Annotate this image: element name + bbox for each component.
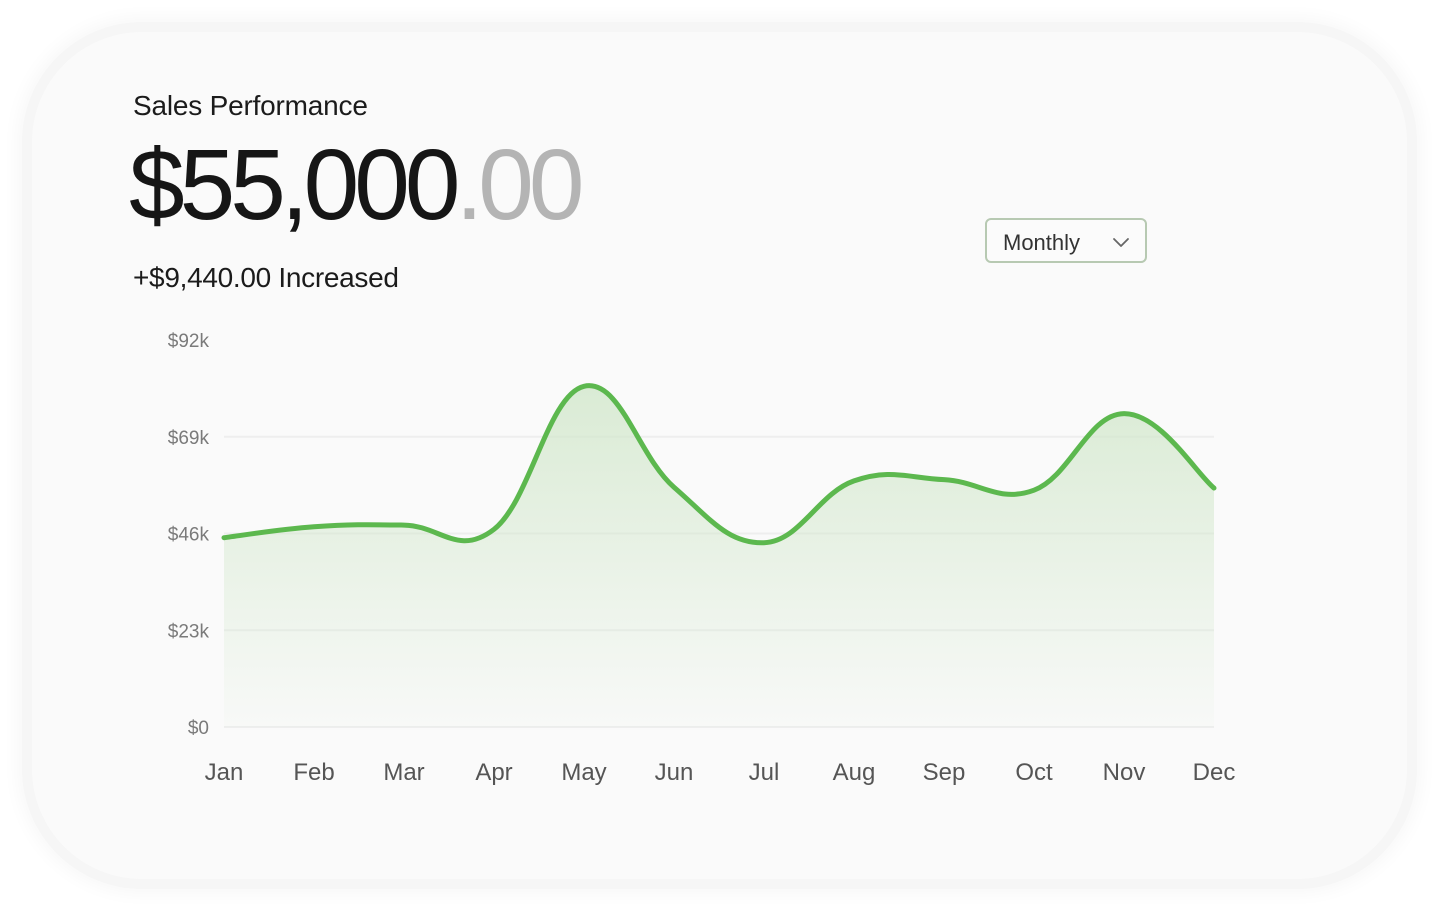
data-point-jun bbox=[671, 484, 677, 490]
x-tick-label: Jun bbox=[655, 759, 694, 786]
data-point-jan bbox=[221, 535, 227, 541]
x-tick-label: Jul bbox=[749, 759, 780, 786]
y-tick-label: $46k bbox=[168, 525, 210, 546]
data-point-sep bbox=[941, 477, 947, 483]
x-tick-label: Oct bbox=[1015, 759, 1053, 786]
data-point-apr bbox=[491, 526, 497, 532]
x-tick-label: Aug bbox=[833, 759, 876, 786]
y-tick-label: $92k bbox=[168, 331, 210, 352]
x-tick-label: Dec bbox=[1193, 759, 1236, 786]
period-dropdown-value: Monthly bbox=[1003, 230, 1081, 255]
total-amount: $55,000.00 bbox=[129, 129, 585, 241]
y-tick-label: $0 bbox=[188, 718, 209, 739]
x-tick-label: Jan bbox=[205, 759, 244, 786]
x-tick-label: Mar bbox=[383, 759, 424, 786]
data-point-may bbox=[581, 383, 587, 389]
data-point-mar bbox=[401, 522, 407, 528]
chevron-down-icon bbox=[1113, 238, 1129, 247]
sales-line bbox=[221, 383, 1217, 546]
data-point-oct bbox=[1031, 487, 1037, 493]
x-tick-label: Apr bbox=[475, 759, 512, 786]
increase-text: +$9,440.00 Increased bbox=[133, 262, 399, 293]
y-tick-label: $69k bbox=[168, 428, 210, 449]
y-tick-label: $23k bbox=[168, 621, 210, 642]
amount-cents: .00 bbox=[455, 129, 584, 241]
period-dropdown[interactable]: Monthly bbox=[985, 218, 1147, 263]
sales-area-fill bbox=[224, 385, 1214, 727]
data-point-jul bbox=[761, 540, 767, 546]
x-tick-label: May bbox=[561, 759, 606, 786]
x-tick-label: Nov bbox=[1103, 759, 1146, 786]
data-point-feb bbox=[311, 524, 317, 530]
data-point-dec bbox=[1211, 485, 1217, 491]
x-tick-label: Sep bbox=[923, 759, 966, 786]
data-point-aug bbox=[851, 478, 857, 484]
data-point-nov bbox=[1121, 411, 1127, 417]
x-tick-label: Feb bbox=[293, 759, 334, 786]
amount-main: $55,000 bbox=[129, 129, 460, 241]
card-title: Sales Performance bbox=[133, 90, 368, 121]
